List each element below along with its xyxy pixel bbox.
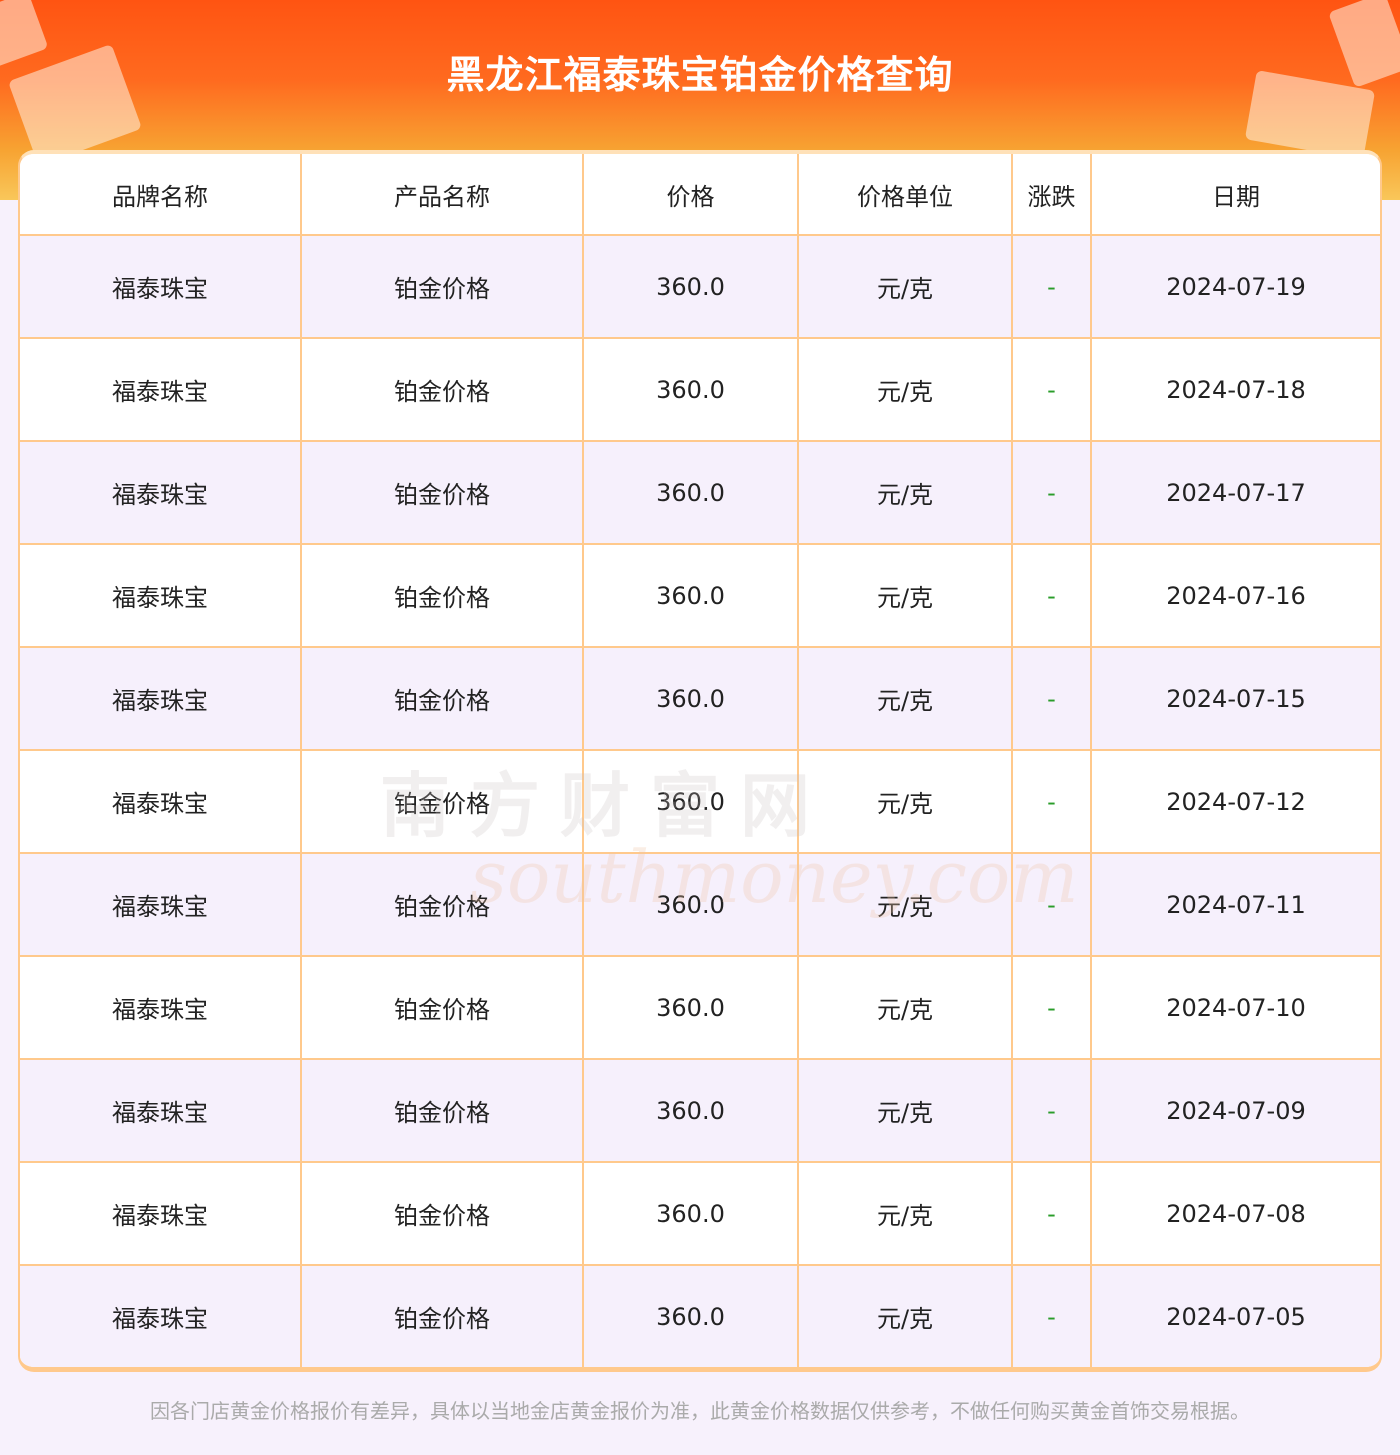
product-cell: 铂金价格: [302, 236, 584, 337]
table-row: 福泰珠宝 铂金价格 360.0 元/克 - 2024-07-10: [20, 955, 1380, 1058]
brand-cell: 福泰珠宝: [20, 442, 302, 543]
product-cell: 铂金价格: [302, 442, 584, 543]
date-cell: 2024-07-09: [1166, 1096, 1306, 1125]
price-cell: 360.0: [584, 957, 799, 1058]
unit-cell: 元/克: [799, 751, 1013, 852]
unit-cell: 元/克: [799, 236, 1013, 337]
column-header: 价格: [584, 154, 799, 234]
change-cell: -: [1013, 339, 1092, 440]
table-row: 福泰珠宝 铂金价格 360.0 元/克 - 2024-07-17: [20, 440, 1380, 543]
price-cell: 360.0: [584, 648, 799, 749]
table-header: 品牌名称 产品名称 价格 价格单位 涨跌 日期: [20, 154, 1380, 234]
date-cell: 2024-07-17: [1166, 478, 1306, 507]
price-cell: 360.0: [584, 1163, 799, 1264]
table-row: 福泰珠宝 铂金价格 360.0 元/克 - 2024-07-12: [20, 749, 1380, 852]
date-cell: 2024-07-16: [1166, 581, 1306, 610]
price-cell: 360.0: [584, 751, 799, 852]
unit-cell: 元/克: [799, 545, 1013, 646]
change-cell: -: [1013, 1266, 1092, 1367]
change-cell: -: [1013, 751, 1092, 852]
unit-cell: 元/克: [799, 957, 1013, 1058]
unit-cell: 元/克: [799, 648, 1013, 749]
change-cell: -: [1013, 1163, 1092, 1264]
brand-cell: 福泰珠宝: [20, 957, 302, 1058]
unit-cell: 元/克: [799, 1266, 1013, 1367]
brand-cell: 福泰珠宝: [20, 545, 302, 646]
brand-cell: 福泰珠宝: [20, 1266, 302, 1367]
date-cell: 2024-07-08: [1166, 1199, 1306, 1228]
table-row: 福泰珠宝 铂金价格 360.0 元/克 - 2024-07-15: [20, 646, 1380, 749]
price-cell: 360.0: [584, 339, 799, 440]
product-cell: 铂金价格: [302, 854, 584, 955]
column-header: 日期: [1212, 182, 1260, 211]
unit-cell: 元/克: [799, 339, 1013, 440]
product-cell: 铂金价格: [302, 339, 584, 440]
change-cell: -: [1013, 545, 1092, 646]
price-cell: 360.0: [584, 545, 799, 646]
product-cell: 铂金价格: [302, 1163, 584, 1264]
product-cell: 铂金价格: [302, 545, 584, 646]
price-cell: 360.0: [584, 236, 799, 337]
price-cell: 360.0: [584, 442, 799, 543]
table-row: 福泰珠宝 铂金价格 360.0 元/克 - 2024-07-18: [20, 337, 1380, 440]
brand-cell: 福泰珠宝: [20, 339, 302, 440]
brand-cell: 福泰珠宝: [20, 854, 302, 955]
product-cell: 铂金价格: [302, 1060, 584, 1161]
date-cell: 2024-07-05: [1166, 1302, 1306, 1331]
brand-cell: 福泰珠宝: [20, 236, 302, 337]
brand-cell: 福泰珠宝: [20, 648, 302, 749]
column-header: 涨跌: [1013, 154, 1092, 234]
product-cell: 铂金价格: [302, 957, 584, 1058]
unit-cell: 元/克: [799, 854, 1013, 955]
table-row: 福泰珠宝 铂金价格 360.0 元/克 - 2024-07-11: [20, 852, 1380, 955]
price-cell: 360.0: [584, 854, 799, 955]
product-cell: 铂金价格: [302, 1266, 584, 1367]
price-cell: 360.0: [584, 1266, 799, 1367]
page-title: 黑龙江福泰珠宝铂金价格查询: [446, 53, 954, 97]
disclaimer: 因各门店黄金价格报价有差异，具体以当地金店黄金报价为准，此黄金价格数据仅供参考，…: [150, 1399, 1250, 1423]
brand-cell: 福泰珠宝: [20, 751, 302, 852]
brand-cell: 福泰珠宝: [20, 1163, 302, 1264]
unit-cell: 元/克: [799, 442, 1013, 543]
change-cell: -: [1013, 854, 1092, 955]
column-header: 产品名称: [302, 154, 584, 234]
product-cell: 铂金价格: [302, 751, 584, 852]
date-cell: 2024-07-15: [1166, 684, 1306, 713]
table-row: 福泰珠宝 铂金价格 360.0 元/克 - 2024-07-08: [20, 1161, 1380, 1264]
date-cell: 2024-07-18: [1166, 375, 1306, 404]
table-row: 福泰珠宝 铂金价格 360.0 元/克 - 2024-07-09: [20, 1058, 1380, 1161]
table-row: 福泰珠宝 铂金价格 360.0 元/克 - 2024-07-19: [20, 234, 1380, 337]
date-cell: 2024-07-11: [1166, 890, 1306, 919]
change-cell: -: [1013, 1060, 1092, 1161]
change-cell: -: [1013, 236, 1092, 337]
change-cell: -: [1013, 442, 1092, 543]
date-cell: 2024-07-10: [1166, 993, 1306, 1022]
date-cell: 2024-07-12: [1166, 787, 1306, 816]
unit-cell: 元/克: [799, 1060, 1013, 1161]
price-table: 品牌名称 产品名称 价格 价格单位 涨跌 日期 福泰珠宝 铂金价格 360.0 元/克…: [18, 150, 1382, 1372]
product-cell: 铂金价格: [302, 648, 584, 749]
table-row: 福泰珠宝 铂金价格 360.0 元/克 - 2024-07-16: [20, 543, 1380, 646]
brand-cell: 福泰珠宝: [20, 1060, 302, 1161]
unit-cell: 元/克: [799, 1163, 1013, 1264]
table-row: 福泰珠宝 铂金价格 360.0 元/克 - 2024-07-05: [20, 1264, 1380, 1367]
price-cell: 360.0: [584, 1060, 799, 1161]
change-cell: -: [1013, 957, 1092, 1058]
change-cell: -: [1013, 648, 1092, 749]
column-header: 品牌名称: [20, 154, 302, 234]
column-header: 价格单位: [799, 154, 1013, 234]
date-cell: 2024-07-19: [1166, 272, 1306, 301]
